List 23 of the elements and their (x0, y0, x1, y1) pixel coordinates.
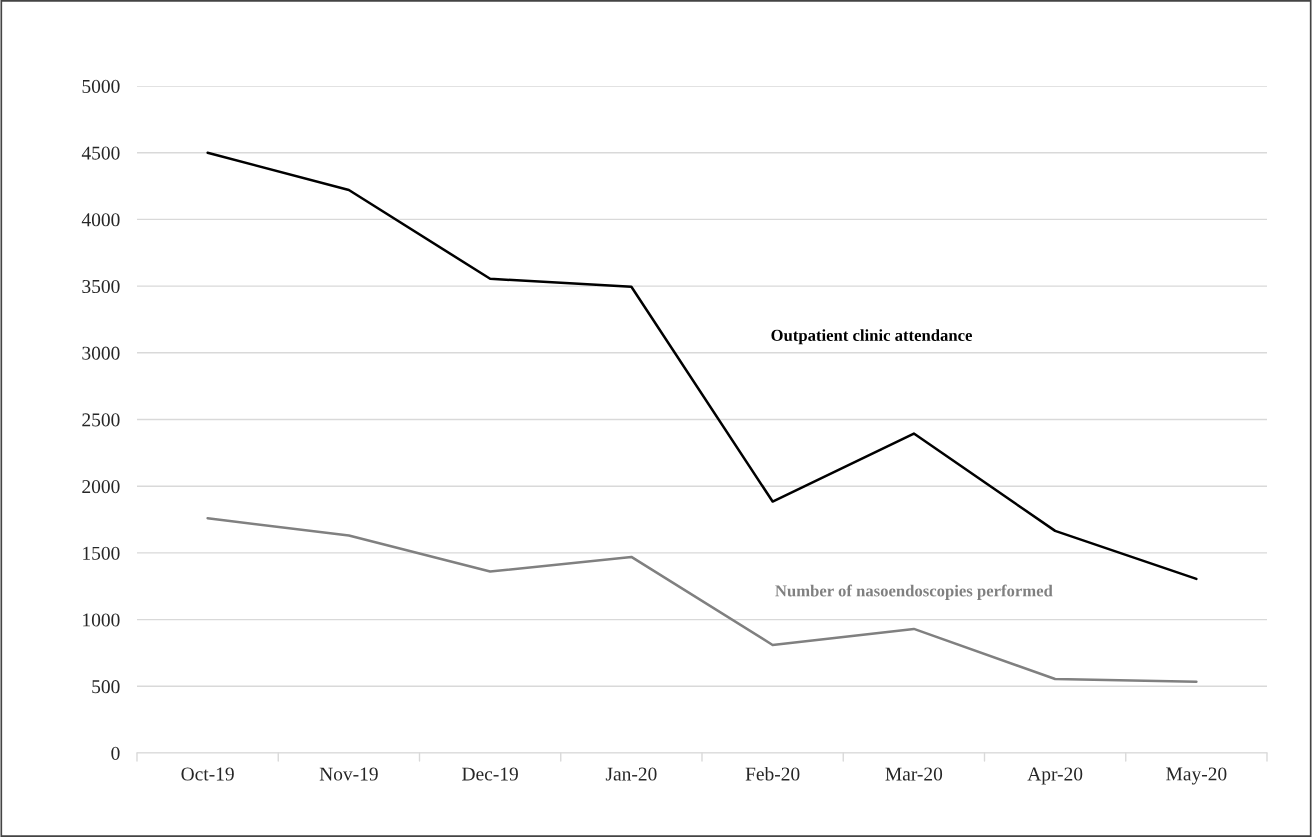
y-tick-label: 0 (111, 746, 120, 760)
y-tick-label: 3500 (82, 279, 120, 294)
y-tick-label: 2500 (82, 413, 120, 427)
y-tick-label: 1500 (83, 546, 120, 560)
y-tick-label: 3000 (82, 346, 120, 360)
y-tick-label: 4000 (81, 213, 120, 227)
text: Number of nasoendoscopies performed (775, 584, 1053, 600)
x-tick-label: Mar-20 (885, 767, 943, 781)
x-tick-label: Nov-19 (319, 767, 378, 781)
line-series (206, 151, 1198, 581)
y-tick-label: 2000 (82, 480, 120, 494)
x-tick-label: Dec-19 (462, 767, 518, 781)
x-tick-label: Apr-20 (1027, 767, 1083, 785)
line-series (206, 516, 1198, 683)
y-tick-label: 5000 (82, 79, 120, 93)
y-tick-label: 500 (92, 680, 120, 694)
x-tick-label: Feb-20 (745, 766, 800, 781)
x-tick-label: Jan-20 (605, 767, 657, 781)
x-tick-label: Oct-19 (181, 767, 234, 781)
text: Outpatient clinic attendance (771, 329, 972, 345)
x-tick-label: May-20 (1166, 767, 1227, 785)
y-tick-label: 1000 (83, 613, 120, 627)
y-tick-label: 4500 (81, 146, 120, 160)
